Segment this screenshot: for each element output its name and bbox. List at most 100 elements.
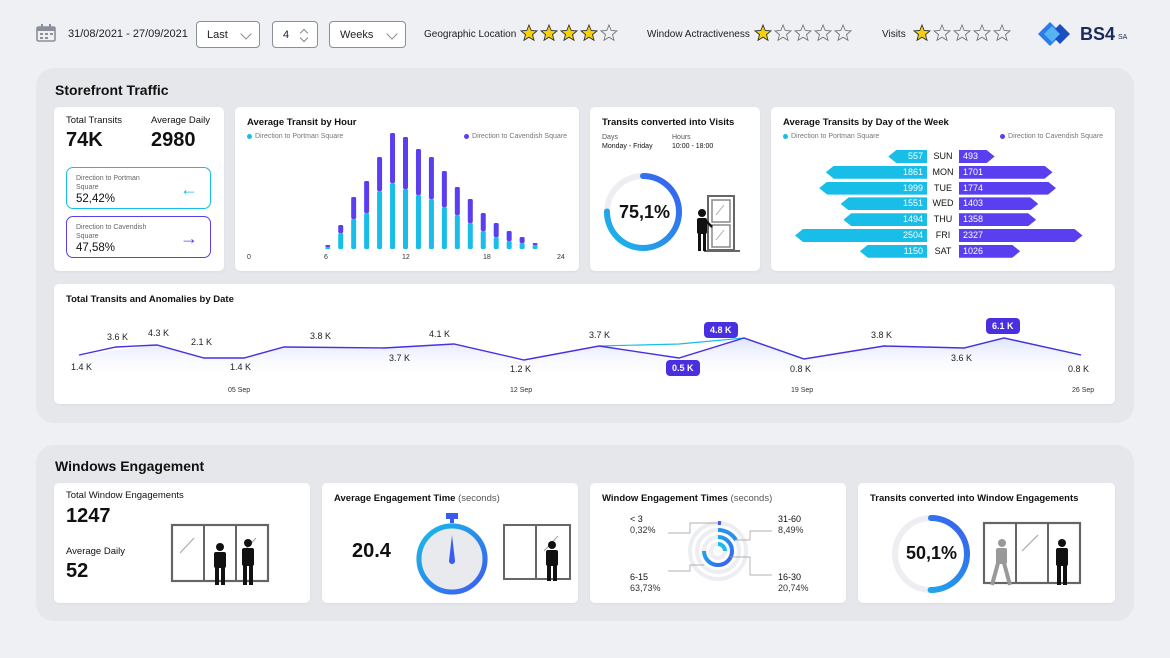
segment-label: 6-15 63,73% xyxy=(630,572,661,594)
anomaly-high-badge[interactable]: 6.1 K xyxy=(986,318,1020,334)
bar-portman[interactable]: 1494 xyxy=(843,213,927,227)
bar-portman[interactable] xyxy=(325,247,331,249)
legend-portman: Direction to Portman Square xyxy=(783,133,879,140)
bar-cavendish[interactable] xyxy=(338,225,344,233)
bar-cavendish[interactable]: 1358 xyxy=(959,213,1036,226)
star-filled-icon[interactable] xyxy=(580,24,598,42)
arrow-left-icon: ← xyxy=(180,179,198,199)
bar-cavendish[interactable] xyxy=(480,213,486,231)
bar-cavendish[interactable] xyxy=(467,199,473,223)
bar-portman[interactable] xyxy=(480,231,486,249)
bar-cavendish[interactable] xyxy=(441,171,447,207)
bar-portman[interactable] xyxy=(454,215,460,249)
bar-portman[interactable] xyxy=(415,195,421,249)
bar-cavendish[interactable] xyxy=(364,181,370,213)
x-tick: 6 xyxy=(324,254,328,261)
bar-cavendish[interactable] xyxy=(390,133,396,183)
star-empty-icon[interactable] xyxy=(600,24,618,42)
bar-cavendish[interactable]: 2327 xyxy=(959,229,1083,242)
day-label: SAT xyxy=(934,245,952,256)
calendar-icon[interactable] xyxy=(36,24,56,42)
bar-portman[interactable] xyxy=(519,243,525,249)
weekday-transits-card: Average Transits by Day of the Week Dire… xyxy=(771,107,1115,271)
bar-cavendish[interactable] xyxy=(377,157,383,191)
bar-portman[interactable] xyxy=(493,237,499,249)
count-stepper[interactable]: 4 xyxy=(272,21,318,48)
point-label: 0.8 K xyxy=(1068,364,1090,374)
date-range[interactable]: 31/08/2021 - 27/09/2021 xyxy=(68,28,188,40)
bar-cavendish[interactable]: 1701 xyxy=(959,166,1053,179)
star-empty-icon[interactable] xyxy=(973,24,991,42)
bar-value: 1861 xyxy=(902,166,923,177)
bar-value: 557 xyxy=(907,151,923,161)
segment-range: 31-60 xyxy=(778,514,802,524)
segment-label: 16-30 20,74% xyxy=(778,572,809,594)
segment-label: < 3 0,32% xyxy=(630,514,656,536)
x-tick: 18 xyxy=(483,254,491,261)
star-empty-icon[interactable] xyxy=(933,24,951,42)
bar-portman[interactable]: 1150 xyxy=(859,244,927,258)
anomaly-low-badge[interactable]: 0.5 K xyxy=(666,360,700,376)
bar-cavendish[interactable] xyxy=(532,243,538,245)
bar-portman[interactable] xyxy=(506,241,512,249)
bar-portman[interactable]: 557 xyxy=(888,150,927,163)
bar-cavendish[interactable] xyxy=(415,149,421,195)
anomalies-card: Total Transits and Anomalies by Date 1.4… xyxy=(54,284,1115,404)
bar-cavendish[interactable] xyxy=(403,137,408,189)
cavendish-direction-box[interactable]: Direction to Cavendish Square 47,58% → xyxy=(66,216,211,258)
star-filled-icon[interactable] xyxy=(540,24,558,42)
bar-portman[interactable]: 1999 xyxy=(819,181,927,195)
bar-cavendish[interactable]: 1026 xyxy=(959,245,1020,258)
bar-portman[interactable]: 2504 xyxy=(795,229,927,242)
bar-cavendish[interactable] xyxy=(506,231,512,241)
star-filled-icon[interactable] xyxy=(520,24,538,42)
bar-portman[interactable] xyxy=(390,183,396,249)
period-select[interactable]: Last xyxy=(196,21,260,48)
star-empty-icon[interactable] xyxy=(814,24,832,42)
point-label: 4.1 K xyxy=(429,329,451,339)
unit-select[interactable]: Weeks xyxy=(329,21,406,48)
bar-cavendish[interactable] xyxy=(351,197,357,219)
bar-portman[interactable] xyxy=(441,207,447,249)
star-empty-icon[interactable] xyxy=(993,24,1011,42)
bar-cavendish[interactable] xyxy=(325,245,331,247)
star-empty-icon[interactable] xyxy=(953,24,971,42)
legend-cavendish-label: Direction to Cavendish Square xyxy=(1008,133,1103,140)
bar-cavendish[interactable] xyxy=(454,187,460,215)
bar-value: 1150 xyxy=(903,245,923,256)
bar-portman[interactable] xyxy=(351,219,357,249)
point-label: 1.2 K xyxy=(510,364,532,374)
bar-cavendish[interactable] xyxy=(428,157,434,199)
legend-portman-label: Direction to Portman Square xyxy=(791,133,880,140)
visits-gauge xyxy=(604,173,682,251)
bar-portman[interactable] xyxy=(364,213,370,249)
engagement-times-title: Window Engagement Times (seconds) xyxy=(602,493,772,504)
bar-cavendish[interactable]: 1403 xyxy=(959,197,1038,210)
bar-cavendish[interactable] xyxy=(519,237,525,243)
star-filled-icon[interactable] xyxy=(913,24,931,42)
bar-portman[interactable] xyxy=(338,233,344,249)
bar-cavendish[interactable] xyxy=(493,223,499,237)
stopwatch-icon xyxy=(416,513,488,595)
star-empty-icon[interactable] xyxy=(794,24,812,42)
anomaly-high-badge[interactable]: 4.8 K xyxy=(704,322,738,338)
bar-portman[interactable] xyxy=(428,199,434,249)
bar-cavendish[interactable]: 1774 xyxy=(959,182,1056,195)
star-empty-icon[interactable] xyxy=(774,24,792,42)
bar-cavendish[interactable]: 493 xyxy=(959,150,995,163)
bar-portman[interactable] xyxy=(467,223,473,249)
portman-direction-box[interactable]: Direction to Portman Square 52,42% ← xyxy=(66,167,211,209)
bar-portman[interactable] xyxy=(403,189,408,249)
date-tick: 12 Sep xyxy=(510,387,533,394)
bar-portman[interactable] xyxy=(377,191,383,249)
chevron-down-icon[interactable] xyxy=(299,33,309,43)
hourly-transit-card: Average Transit by Hour Direction to Por… xyxy=(235,107,579,271)
star-filled-icon[interactable] xyxy=(560,24,578,42)
star-filled-icon[interactable] xyxy=(754,24,772,42)
legend-dot xyxy=(783,134,788,139)
star-empty-icon[interactable] xyxy=(834,24,852,42)
bar-portman[interactable]: 1551 xyxy=(840,197,927,211)
bar-portman[interactable]: 1861 xyxy=(825,165,927,179)
bar-portman[interactable] xyxy=(532,245,538,249)
anomalies-line-chart xyxy=(78,337,1082,379)
